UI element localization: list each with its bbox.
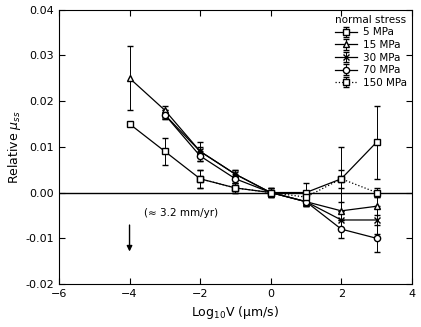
Y-axis label: Relative $\mu_{ss}$: Relative $\mu_{ss}$ [5, 110, 23, 184]
Text: (≈ 3.2 mm/yr): (≈ 3.2 mm/yr) [144, 208, 218, 218]
Legend: 5 MPa, 15 MPa, 30 MPa, 70 MPa, 150 MPa: 5 MPa, 15 MPa, 30 MPa, 70 MPa, 150 MPa [333, 13, 409, 90]
X-axis label: Log$_{10}$V (μm/s): Log$_{10}$V (μm/s) [191, 304, 280, 321]
